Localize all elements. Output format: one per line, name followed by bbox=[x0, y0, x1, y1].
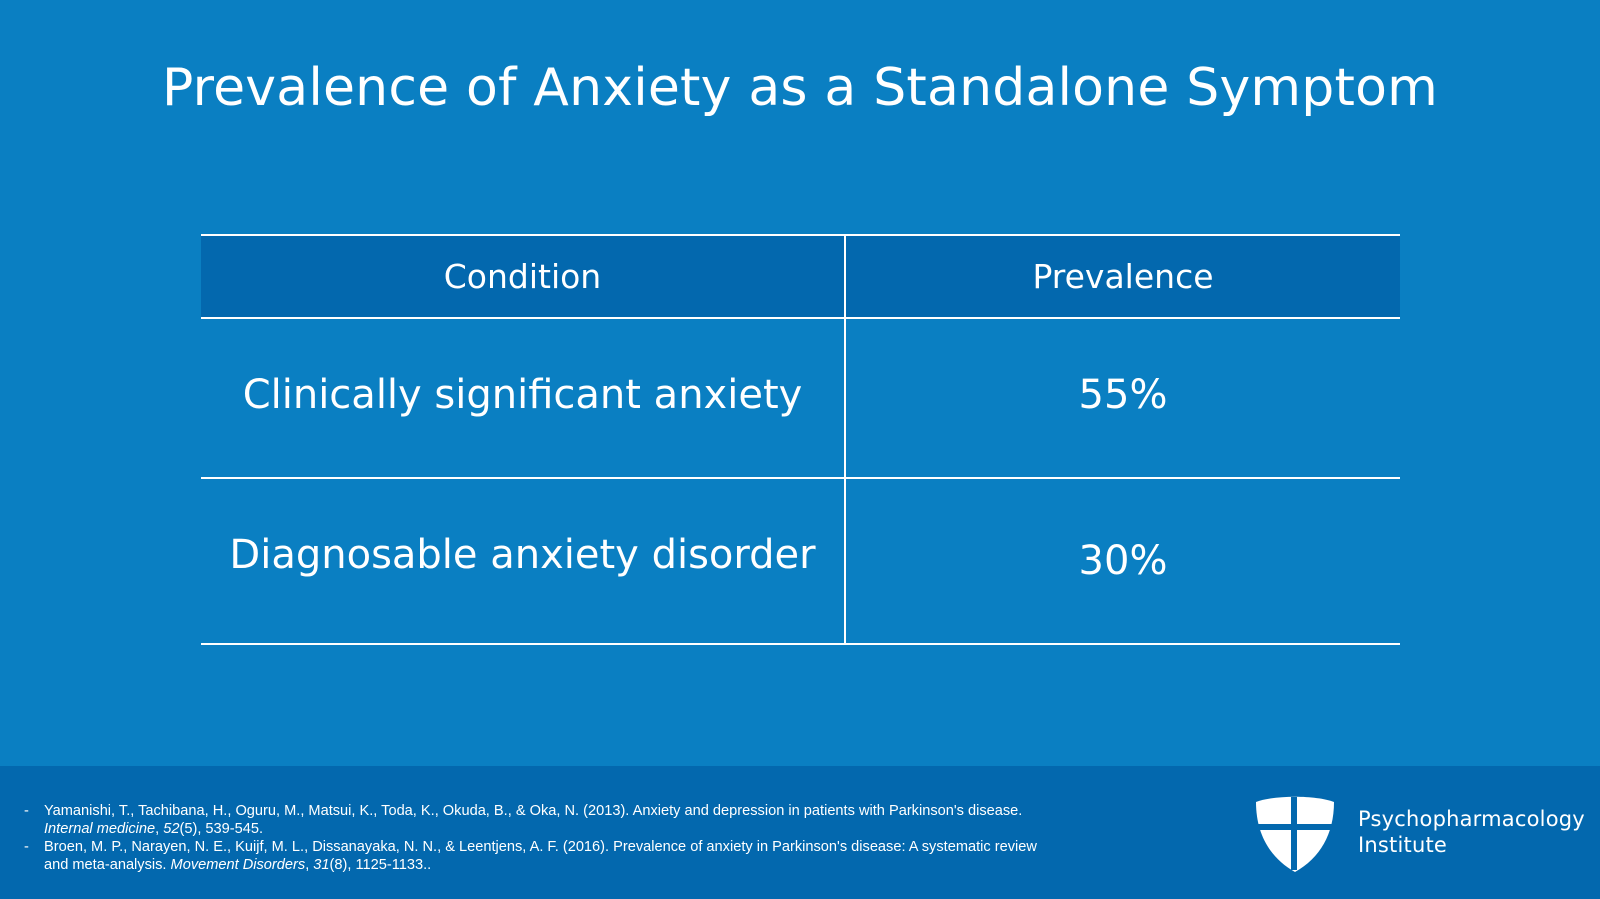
prevalence-cell: 55% bbox=[845, 318, 1400, 479]
table-body: Clinically significant anxiety 55% Diagn… bbox=[201, 318, 1400, 645]
reference-separator: , bbox=[305, 857, 314, 873]
brand-line-2: Institute bbox=[1358, 833, 1448, 857]
header-prevalence: Prevalence bbox=[845, 234, 1400, 319]
reference-journal: Movement Disorders bbox=[170, 857, 306, 873]
reference-text: Broen, M. P., Narayen, N. E., Kuijf, M. … bbox=[44, 839, 1037, 873]
bullet-dash: - bbox=[24, 839, 29, 855]
reference-journal: Internal medicine bbox=[44, 821, 156, 837]
brand-line-1: Psychopharmacology bbox=[1358, 807, 1585, 831]
reference-volume: 31 bbox=[313, 857, 330, 873]
reference-volume: 52 bbox=[163, 821, 180, 837]
table-header: Condition Prevalence bbox=[201, 234, 1400, 319]
reference-text: Yamanishi, T., Tachibana, H., Oguru, M.,… bbox=[44, 803, 1023, 819]
footer-band: - Yamanishi, T., Tachibana, H., Oguru, M.… bbox=[0, 766, 1600, 899]
table-row: Clinically significant anxiety 55% bbox=[201, 318, 1400, 479]
header-condition: Condition bbox=[201, 234, 846, 319]
bullet-dash: - bbox=[24, 803, 29, 819]
reference-item: - Broen, M. P., Narayen, N. E., Kuijf, M.… bbox=[24, 838, 1044, 874]
prevalence-table: Condition Prevalence Clinically signific… bbox=[201, 234, 1400, 645]
reference-pages: (8), 1125-1133.. bbox=[329, 857, 432, 873]
table-row: Diagnosable anxiety disorder 30% bbox=[201, 478, 1400, 645]
slide-title: Prevalence of Anxiety as a Standalone Sy… bbox=[162, 58, 1438, 118]
shield-cross-icon bbox=[1254, 794, 1336, 872]
condition-cell: Clinically significant anxiety bbox=[201, 318, 846, 479]
prevalence-table-container: Condition Prevalence Clinically signific… bbox=[201, 234, 1400, 645]
reference-list: - Yamanishi, T., Tachibana, H., Oguru, M.… bbox=[24, 802, 1044, 874]
header-row: Condition Prevalence bbox=[201, 234, 1400, 319]
prevalence-cell: 30% bbox=[845, 478, 1400, 645]
brand-name: Psychopharmacology Institute bbox=[1358, 806, 1585, 858]
reference-separator: , bbox=[155, 821, 164, 837]
reference-item: - Yamanishi, T., Tachibana, H., Oguru, M.… bbox=[24, 802, 1044, 838]
reference-pages: (5), 539-545. bbox=[179, 821, 264, 837]
condition-cell: Diagnosable anxiety disorder bbox=[201, 478, 846, 645]
